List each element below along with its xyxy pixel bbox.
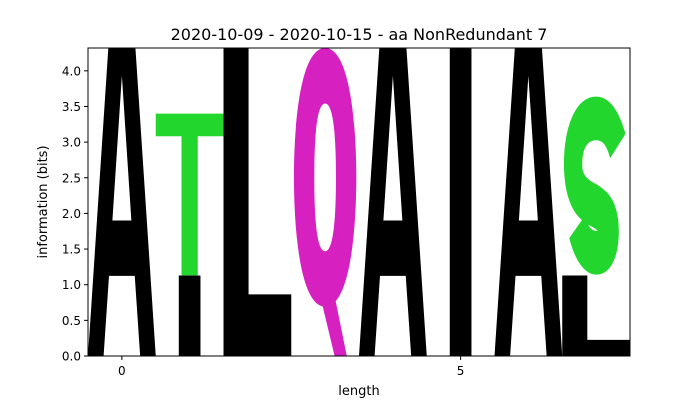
y-tick-label: 2.0 bbox=[62, 207, 81, 221]
x-tick-label: 5 bbox=[457, 364, 465, 378]
y-tick-label: 2.5 bbox=[62, 171, 81, 185]
logo-letter-t-pos1 bbox=[155, 113, 224, 276]
logo-letter-l-pos7 bbox=[562, 275, 630, 356]
plot-frame bbox=[87, 47, 631, 357]
logo-letter-l-pos2 bbox=[223, 48, 292, 356]
y-tick-label: 0.5 bbox=[62, 314, 81, 328]
logo-letter-i-pos1 bbox=[178, 275, 201, 356]
y-axis: 0.0 0.5 1.0 1.5 2.0 2.5 3.0 3.5 4.0 bbox=[62, 64, 88, 364]
y-tick-label: 1.5 bbox=[62, 243, 81, 257]
y-tick-label: 3.5 bbox=[62, 100, 81, 114]
y-tick-label: 3.0 bbox=[62, 136, 81, 150]
plot-area bbox=[88, 48, 630, 356]
y-axis-label: information (bits) bbox=[36, 145, 51, 258]
y-tick-label: 1.0 bbox=[62, 278, 81, 292]
logo-letter-i-pos5 bbox=[449, 48, 472, 356]
x-axis-label: length bbox=[338, 384, 379, 399]
logo-letter-a-pos0 bbox=[88, 48, 156, 356]
x-tick-label: 0 bbox=[118, 364, 126, 378]
logo-letter-a-pos6 bbox=[494, 48, 563, 356]
y-tick-label: 0.0 bbox=[62, 350, 81, 364]
y-tick-label: 4.0 bbox=[62, 64, 81, 78]
logo-letter-s-pos7 bbox=[563, 96, 626, 275]
chart-title: 2020-10-09 - 2020-10-15 - aa NonRedundan… bbox=[171, 25, 548, 44]
logo-letter-a-pos4 bbox=[359, 48, 427, 356]
logo-letter-q-pos3 bbox=[293, 48, 357, 356]
